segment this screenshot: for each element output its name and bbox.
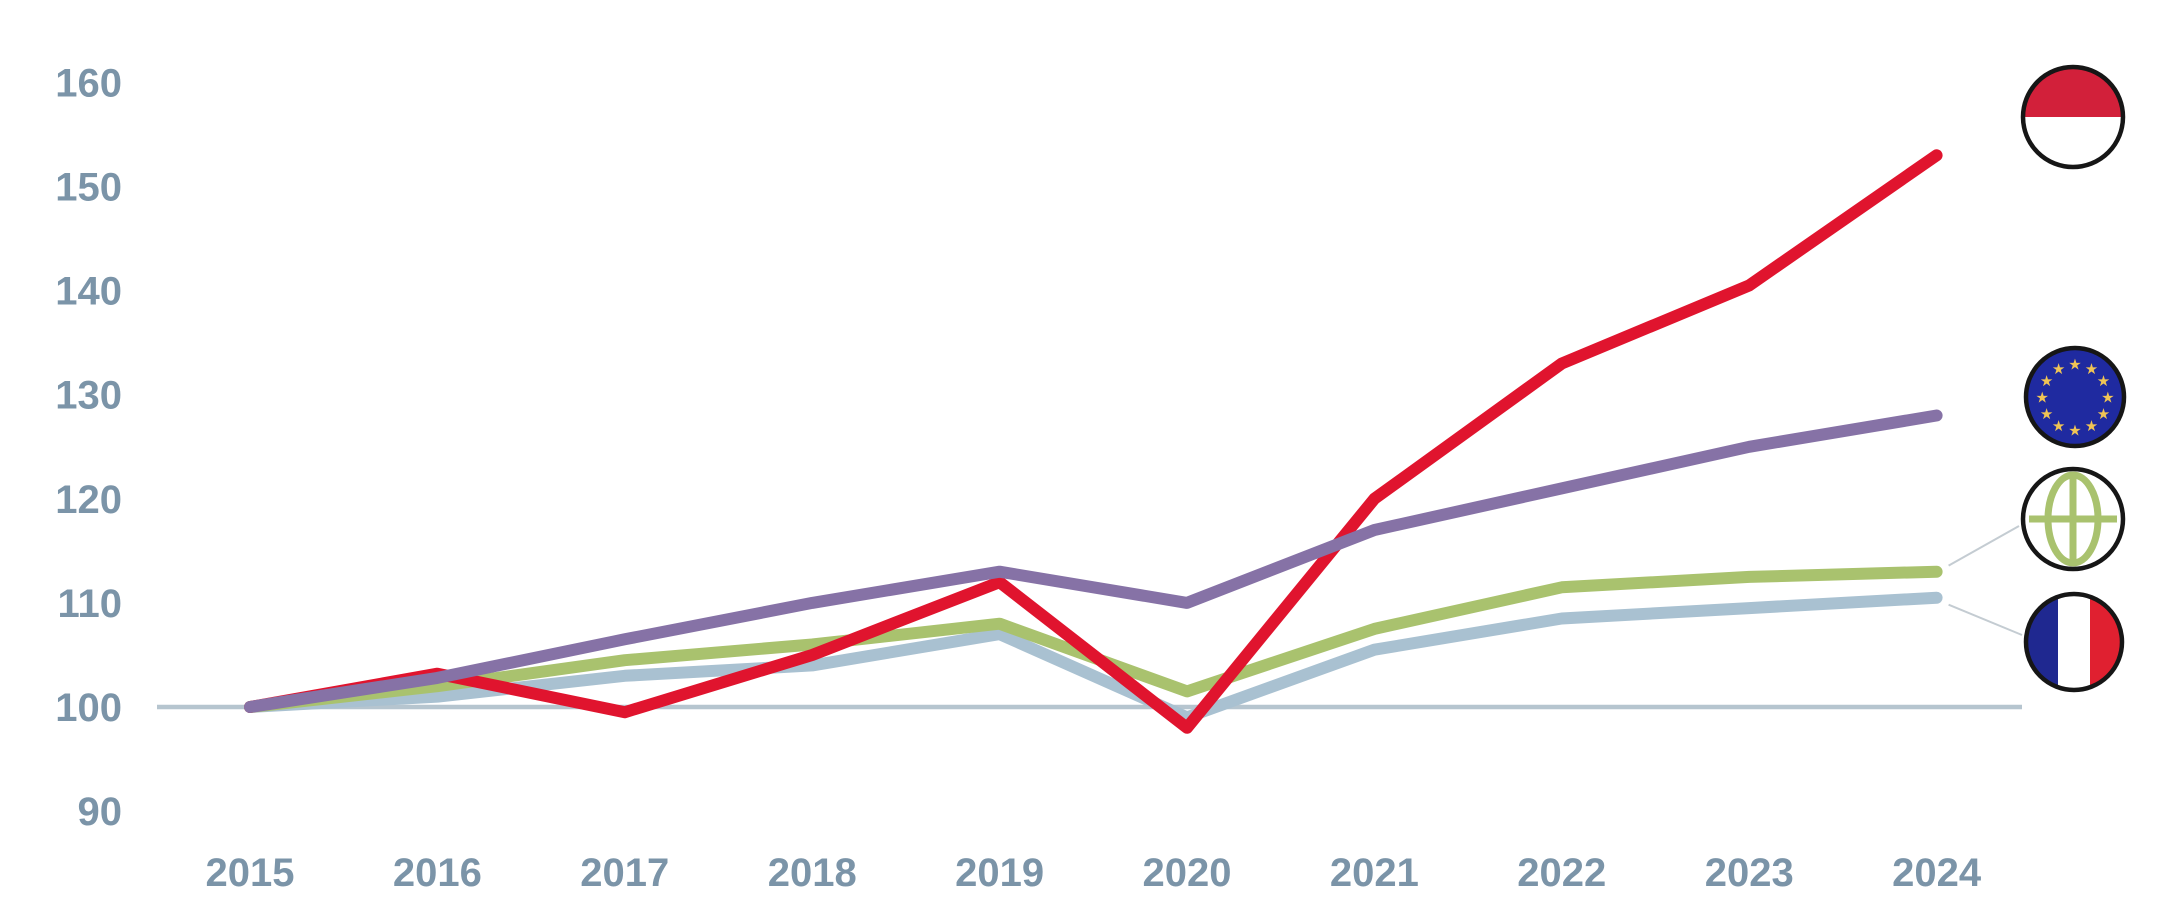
y-axis-tick-label: 90 bbox=[78, 790, 123, 834]
eu-star-icon: ★ bbox=[2052, 417, 2065, 435]
eu-star-icon: ★ bbox=[2085, 360, 2098, 378]
y-axis-tick-label: 100 bbox=[55, 686, 122, 730]
eu-star-icon: ★ bbox=[2040, 405, 2053, 423]
y-axis-tick-label: 140 bbox=[55, 270, 122, 314]
france-flag-icon bbox=[2023, 591, 2125, 693]
x-axis-tick-label: 2023 bbox=[1705, 851, 1794, 895]
x-axis-tick-label: 2017 bbox=[580, 851, 669, 895]
x-axis-tick-label: 2021 bbox=[1330, 851, 1419, 895]
flag-ring bbox=[2020, 64, 2126, 170]
eu-star-icon: ★ bbox=[2085, 417, 2098, 435]
series-line-european-union bbox=[244, 409, 1943, 713]
x-axis-tick-label: 2022 bbox=[1517, 851, 1606, 895]
flag-ring bbox=[2023, 591, 2125, 693]
eu-flag-icon: ★ ★★★★★★★★★★★ bbox=[2023, 345, 2127, 449]
eu-star-icon: ★ bbox=[2068, 421, 2081, 439]
y-axis-tick-label: 130 bbox=[55, 374, 122, 418]
x-axis-tick-label: 2015 bbox=[206, 851, 295, 895]
globe-icon bbox=[2020, 466, 2126, 572]
y-axis-tick-label: 160 bbox=[55, 61, 122, 105]
x-axis-tick-label: 2020 bbox=[1143, 851, 1232, 895]
y-axis-tick-label: 120 bbox=[55, 478, 122, 522]
x-axis-tick-label: 2019 bbox=[955, 851, 1044, 895]
eu-star-icon: ★ bbox=[2040, 372, 2053, 390]
y-axis-tick-label: 110 bbox=[57, 582, 122, 626]
eu-star-icon: ★ bbox=[2035, 389, 2048, 407]
eu-star-icon: ★ bbox=[2068, 356, 2081, 374]
x-axis-tick-label: 2024 bbox=[1892, 851, 1982, 895]
x-axis-tick-label: 2016 bbox=[393, 851, 482, 895]
x-axis-tick-label: 2018 bbox=[768, 851, 857, 895]
callout-line-world bbox=[1948, 525, 2020, 567]
series-line-monaco bbox=[244, 149, 1943, 734]
eu-star-icon: ★ bbox=[2101, 389, 2114, 407]
y-axis-tick-label: 150 bbox=[55, 166, 122, 210]
eu-star-icon: ★ bbox=[2097, 372, 2110, 390]
series-line-france bbox=[244, 591, 1943, 724]
eu-star-icon: ★ bbox=[2097, 405, 2110, 423]
monaco-flag-icon bbox=[2020, 64, 2126, 170]
eu-star-icon: ★ bbox=[2052, 360, 2065, 378]
flag-ring bbox=[2020, 466, 2126, 572]
flag-ring bbox=[2023, 345, 2127, 449]
callout-line-france bbox=[1948, 603, 2023, 636]
